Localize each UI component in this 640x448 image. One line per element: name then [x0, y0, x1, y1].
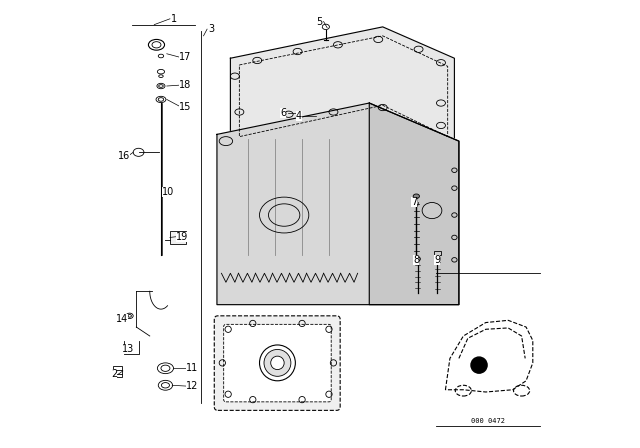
Text: 1: 1	[172, 14, 177, 24]
Text: 9: 9	[435, 255, 440, 265]
Bar	[170, 231, 186, 244]
Text: 8: 8	[413, 255, 419, 265]
Polygon shape	[217, 103, 459, 305]
Text: 000 0472: 000 0472	[471, 418, 505, 424]
Ellipse shape	[422, 202, 442, 219]
FancyBboxPatch shape	[214, 316, 340, 410]
Text: 5: 5	[316, 17, 322, 26]
Text: 4: 4	[296, 112, 302, 121]
Text: 2: 2	[111, 369, 117, 379]
Ellipse shape	[271, 356, 284, 370]
Text: 16: 16	[118, 151, 130, 161]
Text: 17: 17	[179, 52, 191, 62]
Text: 14: 14	[116, 314, 128, 324]
Text: 10: 10	[163, 187, 175, 197]
Bar	[435, 251, 440, 255]
FancyBboxPatch shape	[224, 324, 332, 402]
Text: 12: 12	[186, 381, 198, 391]
Ellipse shape	[264, 349, 291, 376]
Text: 6: 6	[280, 108, 286, 118]
Polygon shape	[369, 103, 459, 305]
Text: 11: 11	[186, 363, 198, 373]
Bar	[113, 366, 122, 377]
Text: 18: 18	[179, 80, 191, 90]
Text: 3: 3	[209, 24, 214, 34]
Ellipse shape	[415, 257, 420, 261]
Text: 13: 13	[122, 344, 134, 353]
Polygon shape	[230, 27, 454, 143]
Text: 19: 19	[176, 232, 188, 241]
Circle shape	[471, 357, 487, 373]
Text: 15: 15	[179, 102, 191, 112]
Ellipse shape	[413, 194, 419, 198]
Text: 7: 7	[411, 198, 417, 207]
